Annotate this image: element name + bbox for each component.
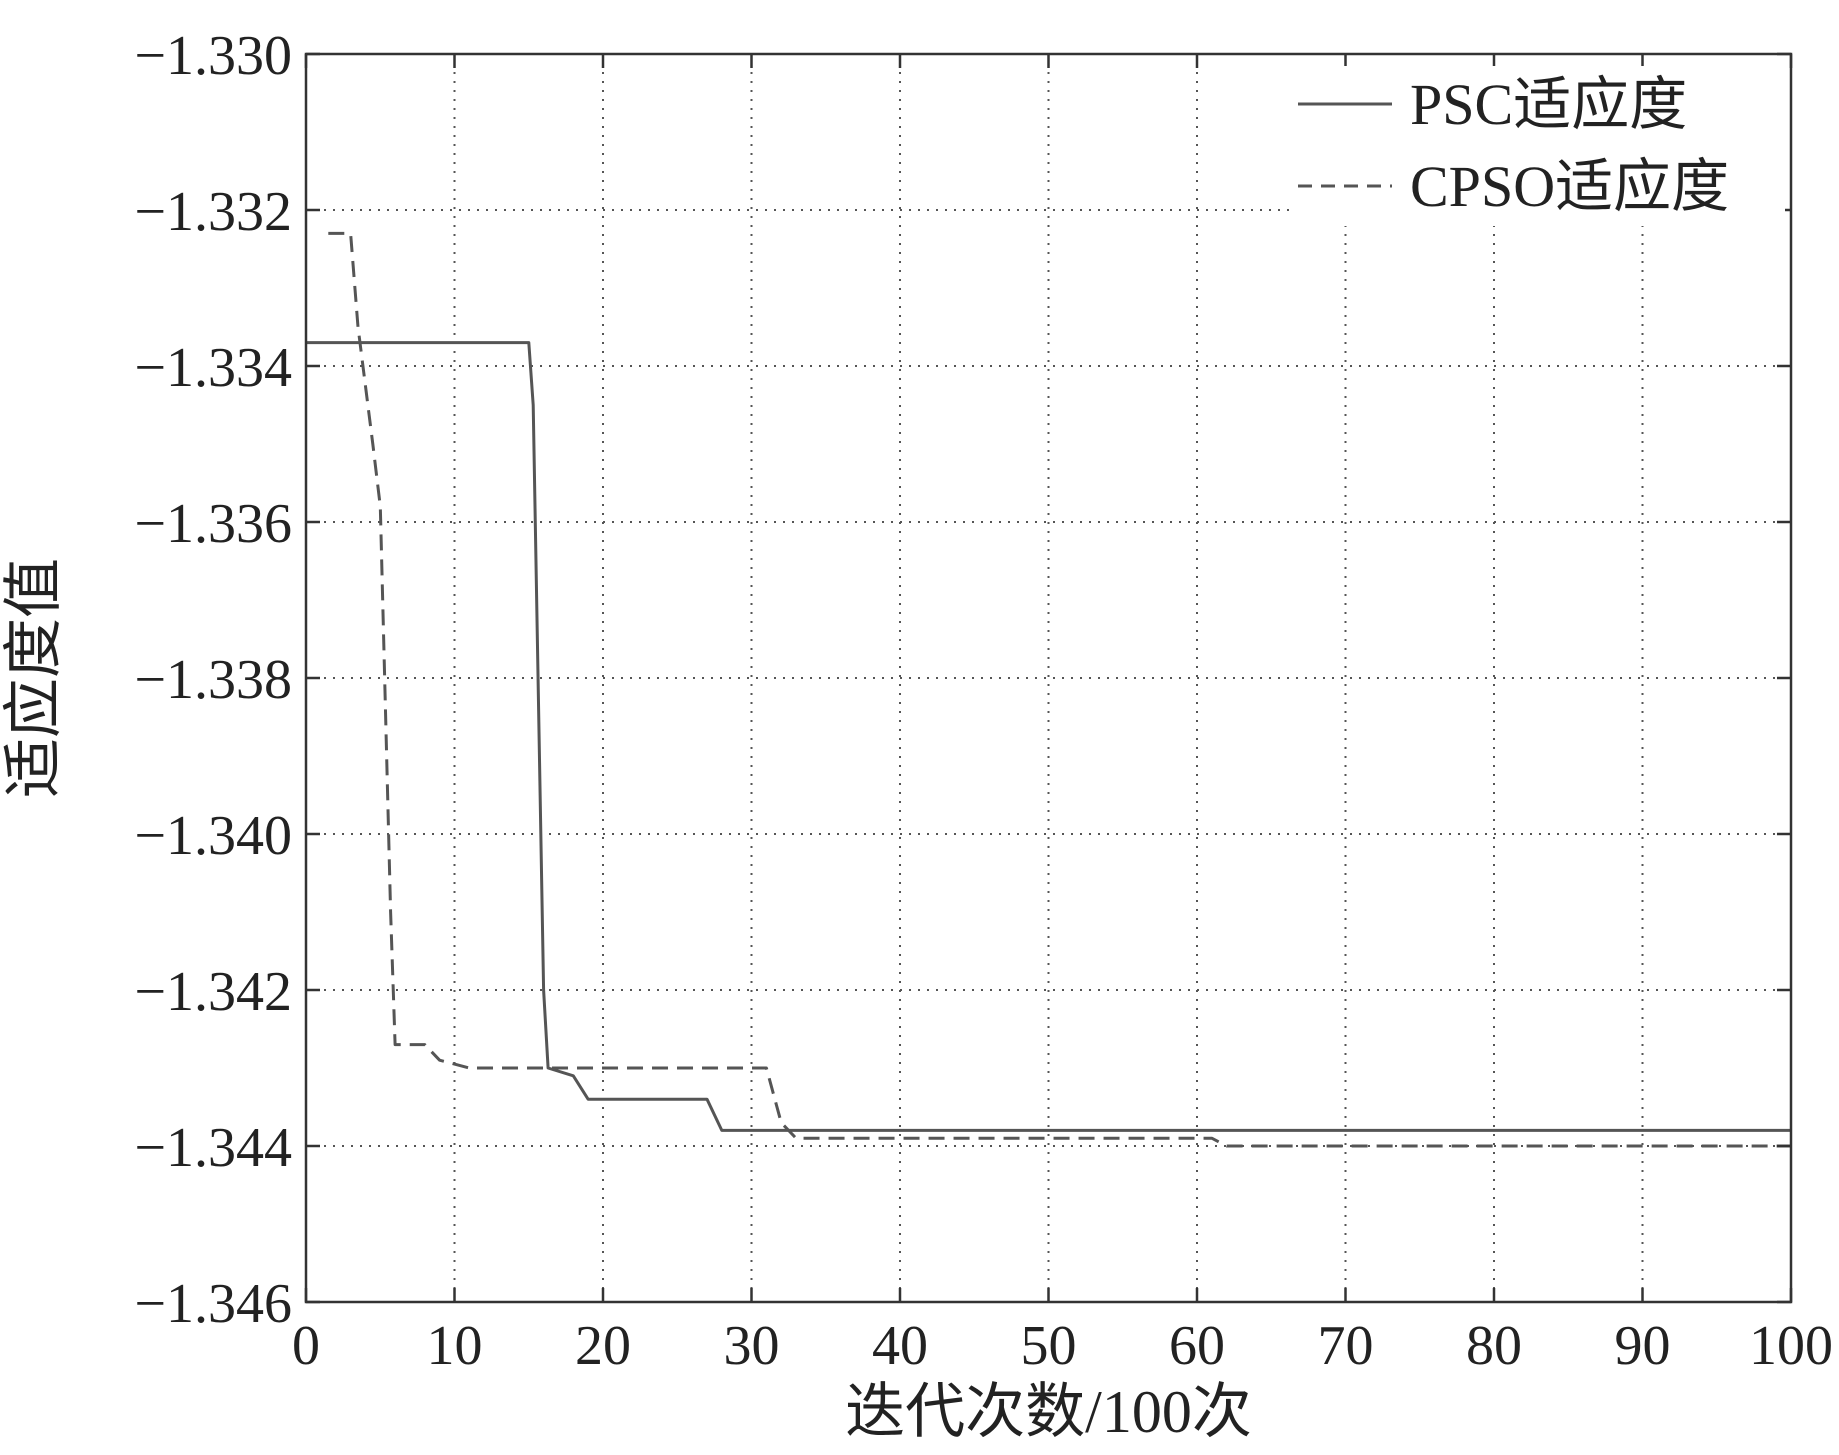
grid-lines — [306, 54, 1791, 1302]
x-tick-label: 0 — [292, 1315, 320, 1377]
x-tick-label: 10 — [427, 1315, 483, 1377]
x-tick-label: 70 — [1318, 1315, 1374, 1377]
x-tick-label: 60 — [1169, 1315, 1225, 1377]
series-line-psc — [306, 341, 1791, 1132]
y-tick-label: −1.332 — [134, 181, 292, 243]
y-tick-label: −1.338 — [134, 649, 292, 711]
x-tick-label: 20 — [575, 1315, 631, 1377]
y-tick-label: −1.340 — [134, 805, 292, 867]
x-axis-title: 迭代次数/100次 — [845, 1379, 1252, 1445]
legend-background — [1290, 66, 1785, 226]
x-tick-label: 90 — [1615, 1315, 1671, 1377]
x-tick-label: 50 — [1021, 1315, 1077, 1377]
y-axis-title: 适应度值 — [1, 558, 67, 798]
y-tick-label: −1.334 — [134, 337, 292, 399]
x-tick-label: 100 — [1749, 1315, 1833, 1377]
x-tick-label: 40 — [872, 1315, 928, 1377]
y-tick-label: −1.344 — [134, 1117, 292, 1179]
legend-label-cpso: CPSO适应度 — [1410, 154, 1729, 219]
y-tick-label: −1.342 — [134, 961, 292, 1023]
x-tick-label: 30 — [724, 1315, 780, 1377]
x-tick-labels: 0 10 20 30 40 50 60 70 80 90 100 — [292, 1315, 1833, 1377]
y-tick-labels: −1.330 −1.332 −1.334 −1.336 −1.338 −1.340 −1.3… — [134, 25, 292, 1335]
legend-label-psc: PSC适应度 — [1410, 72, 1687, 137]
y-tick-label: −1.346 — [134, 1273, 292, 1335]
series-line-cpso — [328, 231, 1791, 1148]
series-layer — [306, 231, 1791, 1148]
y-tick-label: −1.330 — [134, 25, 292, 87]
x-tick-label: 80 — [1466, 1315, 1522, 1377]
axis-ticks — [304, 52, 1793, 1304]
legend: PSC适应度 CPSO适应度 — [1290, 66, 1785, 226]
y-tick-label: −1.336 — [134, 493, 292, 555]
